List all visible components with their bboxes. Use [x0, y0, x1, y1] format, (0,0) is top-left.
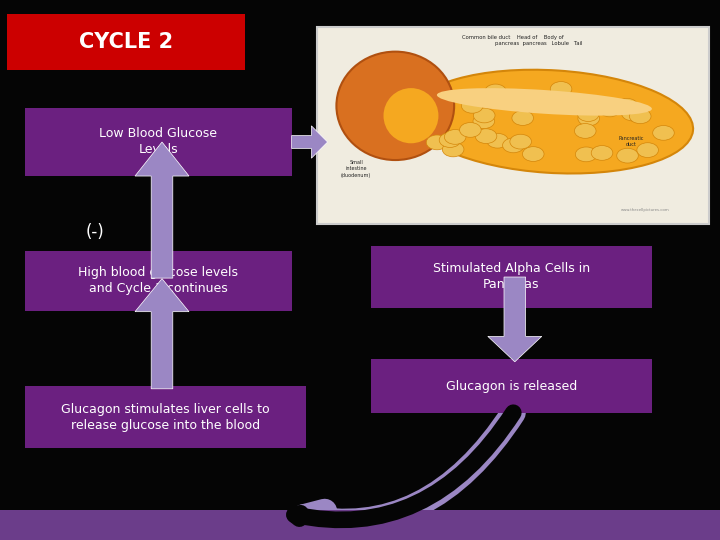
Ellipse shape	[384, 88, 438, 143]
Text: CYCLE 2: CYCLE 2	[79, 32, 173, 52]
Ellipse shape	[473, 114, 495, 129]
Text: www.thecellpictures.com: www.thecellpictures.com	[621, 208, 670, 212]
Polygon shape	[135, 142, 189, 278]
Ellipse shape	[575, 147, 597, 162]
Ellipse shape	[475, 129, 497, 144]
Ellipse shape	[485, 84, 506, 99]
Polygon shape	[135, 279, 189, 389]
Polygon shape	[488, 277, 541, 362]
Ellipse shape	[577, 107, 599, 122]
Ellipse shape	[626, 107, 647, 122]
Ellipse shape	[426, 135, 448, 150]
Ellipse shape	[462, 98, 483, 113]
Ellipse shape	[616, 98, 638, 113]
FancyBboxPatch shape	[7, 14, 245, 70]
Ellipse shape	[637, 143, 659, 158]
Text: Common bile duct    Head of    Body of
                                pancreas : Common bile duct Head of Body of pancrea…	[444, 35, 582, 46]
Text: Pancreatic
duct: Pancreatic duct	[618, 136, 644, 147]
FancyBboxPatch shape	[371, 359, 652, 413]
Ellipse shape	[487, 133, 508, 148]
Ellipse shape	[599, 102, 621, 117]
Text: Glucagon is released: Glucagon is released	[446, 380, 577, 393]
FancyBboxPatch shape	[25, 386, 306, 448]
FancyBboxPatch shape	[25, 108, 292, 176]
Ellipse shape	[474, 108, 495, 123]
Ellipse shape	[439, 133, 461, 147]
Ellipse shape	[411, 70, 693, 173]
Ellipse shape	[442, 142, 464, 157]
FancyBboxPatch shape	[371, 246, 652, 308]
Ellipse shape	[523, 147, 544, 161]
Text: (-): (-)	[86, 223, 104, 241]
Ellipse shape	[591, 146, 613, 160]
Ellipse shape	[459, 123, 481, 137]
Ellipse shape	[550, 82, 572, 96]
Ellipse shape	[621, 106, 643, 121]
Ellipse shape	[629, 109, 651, 124]
Ellipse shape	[336, 52, 454, 160]
Polygon shape	[292, 126, 328, 158]
Text: Small
intestine
(duodenum): Small intestine (duodenum)	[341, 160, 372, 178]
Ellipse shape	[575, 124, 596, 138]
Ellipse shape	[437, 88, 652, 116]
Text: Glucagon stimulates liver cells to
release glucose into the blood: Glucagon stimulates liver cells to relea…	[61, 403, 270, 431]
FancyBboxPatch shape	[25, 251, 292, 310]
Text: Low Blood Glucose
Levels: Low Blood Glucose Levels	[99, 127, 217, 156]
Ellipse shape	[616, 100, 637, 116]
Ellipse shape	[510, 134, 531, 149]
Text: High blood glucose levels
and Cycle 1 continues: High blood glucose levels and Cycle 1 co…	[78, 266, 238, 295]
Text: Stimulated Alpha Cells in
Pancreas: Stimulated Alpha Cells in Pancreas	[433, 262, 590, 291]
Ellipse shape	[617, 148, 639, 163]
Ellipse shape	[503, 138, 524, 153]
Ellipse shape	[512, 111, 534, 125]
Ellipse shape	[444, 130, 466, 144]
Ellipse shape	[578, 111, 600, 126]
FancyBboxPatch shape	[0, 510, 720, 540]
Ellipse shape	[653, 125, 674, 140]
FancyBboxPatch shape	[317, 27, 709, 224]
